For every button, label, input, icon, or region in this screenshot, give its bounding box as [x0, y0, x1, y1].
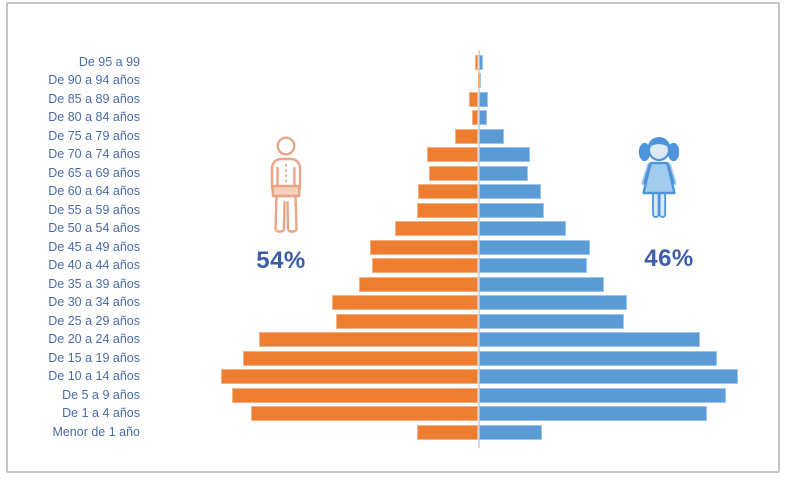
age-group-label: De 90 a 94 años [48, 73, 140, 87]
age-group-label: De 70 a 74 años [48, 147, 140, 161]
girl-icon [638, 137, 680, 218]
age-group-label: De 20 a 24 años [48, 332, 140, 346]
female-share-label: 46% [644, 245, 694, 272]
age-group-label: De 75 a 79 años [48, 128, 140, 143]
female-bar [478, 91, 489, 107]
female-bar [478, 221, 566, 236]
male-bar [220, 369, 479, 384]
male-bar [372, 258, 479, 273]
female-bar [478, 239, 590, 255]
age-group-label: De 65 a 69 años [48, 165, 140, 180]
age-group-label: De 85 a 89 años [48, 91, 140, 106]
male-bar [418, 184, 479, 199]
male-bar [250, 406, 479, 421]
female-bar [478, 387, 726, 403]
male-bar [394, 221, 479, 236]
male-bar [455, 128, 479, 144]
female-bar [478, 73, 481, 88]
female-bar [478, 276, 604, 292]
male-bar [259, 332, 479, 347]
age-group-label: Menor de 1 año [52, 424, 140, 439]
female-bar [478, 332, 701, 347]
age-group-label: De 45 a 49 años [48, 239, 140, 254]
female-bar [478, 295, 628, 310]
female-bar [478, 313, 624, 329]
male-bar [426, 147, 479, 162]
age-group-label: De 55 a 59 años [48, 202, 140, 217]
female-bar [478, 258, 587, 273]
male-bar [417, 202, 479, 218]
female-bar [478, 369, 738, 384]
male-bar [370, 239, 479, 255]
age-group-label: De 40 a 44 años [48, 258, 140, 272]
female-bar [478, 350, 717, 366]
female-bar [478, 54, 484, 70]
man-outline-icon [270, 136, 302, 233]
male-bar [335, 313, 479, 329]
age-group-label: De 60 a 64 años [48, 184, 140, 198]
age-group-label: De 5 a 9 años [62, 387, 140, 402]
male-bar [429, 165, 479, 181]
male-bar [471, 110, 479, 125]
male-bar [232, 387, 479, 403]
age-group-label: De 25 a 29 años [48, 313, 140, 328]
male-share-label: 54% [256, 247, 306, 274]
female-bar [478, 110, 487, 125]
age-group-label: De 50 a 54 años [48, 221, 140, 235]
age-group-label: De 80 a 84 años [48, 110, 140, 124]
female-bar [478, 184, 542, 199]
age-group-label: De 1 a 4 años [62, 406, 140, 420]
age-group-label: De 15 a 19 años [48, 350, 140, 365]
male-bar [332, 295, 479, 310]
age-group-label: De 95 a 99 [78, 54, 140, 69]
female-bar [478, 406, 708, 421]
male-bar [416, 424, 479, 440]
female-bar [478, 202, 544, 218]
age-group-label: De 35 a 39 años [48, 276, 140, 291]
female-bar [478, 128, 504, 144]
male-bar [242, 350, 479, 366]
male-bar [358, 276, 479, 292]
female-bar [478, 147, 530, 162]
female-bar [478, 165, 529, 181]
male-bar [469, 91, 479, 107]
age-group-label: De 30 a 34 años [48, 295, 140, 309]
male-bar [474, 54, 479, 70]
age-group-label: De 10 a 14 años [48, 369, 140, 383]
female-bar [478, 424, 543, 440]
